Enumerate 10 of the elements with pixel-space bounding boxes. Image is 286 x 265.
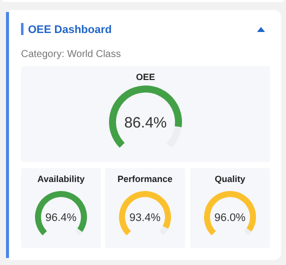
text: 96.4%: [45, 212, 77, 224]
chart-title: Quality: [214, 174, 246, 184]
text: 86.4%: [124, 114, 167, 132]
text: OEE Dashboard: [28, 24, 112, 36]
chart-title: Performance: [117, 174, 173, 184]
text: 96.0%: [214, 212, 246, 224]
chart-title: Availability: [37, 174, 85, 184]
chart-title: OEE: [136, 72, 156, 82]
text: 93.4%: [129, 212, 161, 224]
text: Category: World Class: [21, 49, 121, 60]
